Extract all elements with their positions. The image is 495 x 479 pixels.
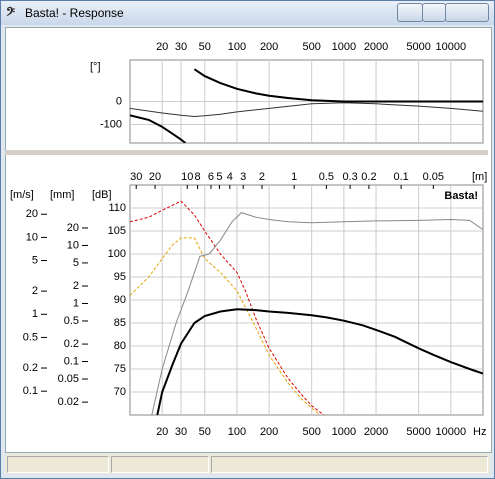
- x-tick-label: 50: [199, 41, 211, 53]
- scale-tick-label: 0.02: [58, 396, 79, 408]
- wavelength-tick-label: 0.5: [319, 171, 334, 183]
- scale-tick-label: 2: [73, 280, 79, 292]
- scale-tick-label: 5: [32, 254, 38, 266]
- series-line: [156, 308, 483, 415]
- close-button[interactable]: [445, 3, 489, 22]
- wavelength-tick-label: 2: [259, 171, 265, 183]
- x-tick-label: 5000: [406, 41, 430, 53]
- app-icon: 𝄢: [6, 5, 16, 21]
- x-tick-label: 20: [156, 41, 168, 53]
- status-pane: [111, 456, 209, 473]
- scale-tick-label: 0.5: [64, 315, 79, 327]
- status-pane: [7, 456, 109, 473]
- window-title: Basta! - Response: [25, 6, 124, 20]
- status-bar: [5, 454, 490, 474]
- scale-tick-label: 10: [67, 239, 79, 251]
- y-tick-label: 105: [108, 225, 126, 237]
- scale-tick-label: 20: [26, 208, 38, 220]
- wavelength-tick-label: 4: [227, 171, 233, 183]
- y-tick-label: 80: [114, 340, 126, 352]
- series-line: [130, 200, 325, 415]
- y-tick-label: 75: [114, 363, 126, 375]
- scale-tick-label: 5: [73, 257, 79, 269]
- x-tick-label: 30: [175, 41, 187, 53]
- x-tick-label: 2000: [364, 426, 388, 438]
- y-tick-label: 100: [108, 248, 126, 260]
- wavelength-tick-label: 6: [208, 171, 214, 183]
- scale-tick-label: 0.1: [23, 385, 38, 397]
- scale-tick-label: 0.2: [64, 338, 79, 350]
- wavelength-tick-label: 8: [195, 171, 201, 183]
- x-tick-label: 100: [228, 426, 246, 438]
- wavelength-tick-label: 0.05: [423, 171, 444, 183]
- wavelength-tick-label: 1: [291, 171, 297, 183]
- wavelength-tick-label: 0.2: [361, 171, 376, 183]
- y-tick-label: 85: [114, 317, 126, 329]
- series-line: [151, 212, 483, 415]
- y-tick-label: 0: [116, 95, 122, 107]
- status-pane: [211, 456, 488, 473]
- scale-unit: [mm]: [50, 189, 74, 201]
- y-tick-label: 95: [114, 271, 126, 283]
- wavelength-tick-label: 10: [181, 171, 193, 183]
- x-tick-label: 20: [156, 426, 168, 438]
- x-tick-label: 1000: [332, 41, 356, 53]
- watermark: Basta!: [444, 190, 478, 202]
- scale-tick-label: 2: [32, 285, 38, 297]
- x-tick-label: 30: [175, 426, 187, 438]
- scale-tick-label: 0.5: [23, 331, 38, 343]
- x-tick-label: 5000: [406, 426, 430, 438]
- x-tick-label: 500: [303, 41, 321, 53]
- series-line: [130, 102, 483, 118]
- y-tick-label: 90: [114, 294, 126, 306]
- x-tick-label: 500: [303, 426, 321, 438]
- scale-tick-label: 10: [26, 231, 38, 243]
- splitter[interactable]: [5, 150, 488, 155]
- x-tick-label: 200: [260, 41, 278, 53]
- y-axis-unit: [dB]: [92, 189, 112, 201]
- x-tick-label: 200: [260, 426, 278, 438]
- series-line: [130, 68, 483, 143]
- scale-tick-label: 0.1: [64, 355, 79, 367]
- x-tick-label: 100: [228, 41, 246, 53]
- wavelength-tick-label: 30: [130, 171, 142, 183]
- wavelength-tick-label: 5: [216, 171, 222, 183]
- wavelength-unit: [m]: [472, 171, 487, 183]
- title-bar: 𝄢 Basta! - Response: [1, 1, 494, 25]
- y-tick-label: 110: [108, 202, 126, 214]
- x-tick-label: 10000: [436, 426, 467, 438]
- y-axis-unit: [°]: [90, 61, 101, 73]
- scale-unit: [m/s]: [10, 189, 34, 201]
- scale-tick-label: 0.2: [23, 362, 38, 374]
- y-tick-label: -100: [100, 118, 122, 130]
- x-tick-label: 2000: [364, 41, 388, 53]
- x-tick-label: 10000: [436, 41, 467, 53]
- scale-tick-label: 1: [32, 308, 38, 320]
- wavelength-tick-label: 0.1: [393, 171, 408, 183]
- scale-tick-label: 0.05: [58, 373, 79, 385]
- scale-tick-label: 1: [73, 297, 79, 309]
- wavelength-tick-label: 0.3: [342, 171, 357, 183]
- wavelength-tick-label: 20: [149, 171, 161, 183]
- y-tick-label: 70: [114, 386, 126, 398]
- scale-tick-label: 20: [67, 222, 79, 234]
- x-tick-label: 50: [199, 426, 211, 438]
- wavelength-tick-label: 3: [240, 171, 246, 183]
- x-axis-unit: Hz: [473, 426, 486, 438]
- x-tick-label: 1000: [332, 426, 356, 438]
